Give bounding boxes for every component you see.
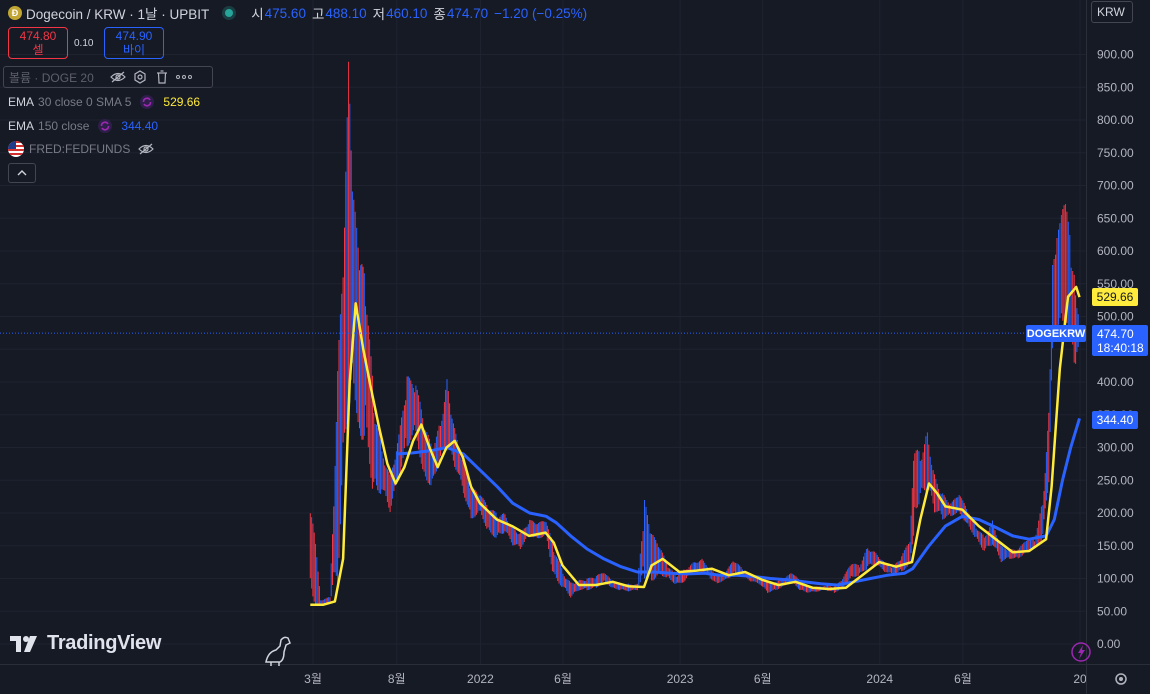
currency-value: KRW: [1097, 5, 1125, 19]
ema150-params: 150 close: [38, 119, 90, 133]
symbol-title[interactable]: Dogecoin / KRW · 1날 · UPBIT: [26, 7, 210, 22]
dogecoin-icon: Ð: [8, 6, 22, 20]
x-tick-label: 6월: [554, 672, 572, 686]
sell-button[interactable]: 474.80 셀: [8, 27, 68, 59]
sell-label: 셀: [32, 43, 44, 57]
svg-text:474.70: 474.70: [1097, 327, 1134, 341]
ema150-value: 344.40: [121, 119, 159, 133]
y-tick-label: 0.00: [1097, 637, 1121, 651]
buy-price: 474.90: [115, 29, 153, 43]
currency-selector[interactable]: KRW: [1091, 1, 1133, 23]
settings-gear-icon[interactable]: [1115, 673, 1127, 685]
ema30-name: EMA: [8, 95, 35, 109]
spread-value: 0.10: [74, 38, 94, 49]
x-tick-label: 2024: [866, 672, 893, 686]
close-value: 474.70: [446, 5, 489, 21]
y-tick-label: 400.00: [1097, 375, 1134, 389]
chevron-up-icon: [17, 170, 27, 176]
symbol-header: Ð Dogecoin / KRW · 1날 · UPBIT 시 475.60 고…: [8, 3, 593, 23]
y-tick-label: 850.00: [1097, 80, 1134, 94]
ema30-line: [310, 285, 1081, 606]
ema30-params: 30 close 0 SMA 5: [38, 95, 132, 109]
x-axis: 3월 8월 2022 6월 2023 6월 2024 6월 20: [304, 672, 1087, 686]
high-value: 488.10: [325, 5, 367, 21]
y-tick-label: 550.00: [1097, 277, 1134, 291]
y-tick-label: 500.00: [1097, 310, 1134, 324]
y-tick-label: 750.00: [1097, 146, 1134, 160]
eye-hidden-icon[interactable]: [107, 68, 129, 86]
x-tick-label: 3월: [304, 672, 322, 686]
fred-legend[interactable]: FRED:FEDFUNDS: [8, 140, 155, 158]
buy-label: 바이: [122, 43, 146, 57]
y-tick-label: 900.00: [1097, 48, 1134, 62]
y-tick-label: 700.00: [1097, 179, 1134, 193]
low-label: 저: [372, 7, 386, 22]
open-value: 475.60: [264, 5, 306, 21]
collapse-legend-button[interactable]: [8, 163, 36, 183]
volume-indicator-row[interactable]: 볼륨 · DOGE 20: [3, 66, 213, 88]
y-tick-label: 50.00: [1097, 604, 1127, 618]
x-tick-label: 6월: [754, 672, 772, 686]
eye-hidden-icon[interactable]: [138, 143, 155, 155]
change-value: −1.20 (−0.25%): [494, 5, 588, 21]
us-flag-icon: [8, 141, 24, 157]
high-label: 고: [311, 7, 325, 22]
dino-icon: [265, 636, 291, 666]
svg-text:DOGEKRW: DOGEKRW: [1027, 328, 1086, 340]
fred-label: FRED:FEDFUNDS: [29, 142, 131, 156]
tradingview-logo[interactable]: TradingView: [10, 632, 161, 655]
open-label: 시: [251, 7, 264, 22]
more-icon[interactable]: [173, 68, 195, 86]
x-tick-label: 2022: [467, 672, 494, 686]
svg-text:344.40: 344.40: [1097, 413, 1134, 427]
x-tick-label: 20: [1073, 672, 1087, 686]
settings-icon[interactable]: [129, 68, 151, 86]
y-tick-label: 800.00: [1097, 113, 1134, 127]
market-status-dot: [225, 9, 234, 17]
x-tick-label: 8월: [388, 672, 406, 686]
y-tick-label: 300.00: [1097, 441, 1134, 455]
y-tick-label: 250.00: [1097, 473, 1134, 487]
delete-icon[interactable]: [151, 68, 173, 86]
y-tick-label: 650.00: [1097, 211, 1134, 225]
sell-price: 474.80: [19, 29, 57, 43]
ema30-value: 529.66: [163, 95, 201, 109]
x-tick-label: 6월: [954, 672, 972, 686]
ema30-legend[interactable]: EMA 30 close 0 SMA 5 529.66: [8, 93, 200, 111]
lightning-icon[interactable]: [1071, 642, 1091, 662]
y-tick-label: 150.00: [1097, 539, 1134, 553]
buy-button[interactable]: 474.90 바이: [104, 27, 164, 59]
low-value: 460.10: [386, 5, 428, 21]
ema150-price-label: 344.40: [1092, 411, 1138, 429]
last-price-label: 474.70 18:40:18: [1092, 325, 1148, 356]
ema150-name: EMA: [8, 119, 35, 133]
svg-text:529.66: 529.66: [1097, 290, 1134, 304]
tradingview-logo-icon: [10, 635, 37, 652]
ema150-legend[interactable]: EMA 150 close 344.40: [8, 117, 158, 135]
close-label: 종: [433, 7, 446, 22]
ema30-price-label: 529.66: [1092, 288, 1138, 306]
tradingview-logo-text: TradingView: [47, 632, 162, 654]
refresh-icon: [139, 94, 155, 110]
volume-indicator-label: 볼륨 · DOGE 20: [9, 70, 94, 85]
x-tick-label: 2023: [667, 672, 694, 686]
y-tick-label: 200.00: [1097, 506, 1134, 520]
svg-text:18:40:18: 18:40:18: [1097, 341, 1144, 355]
y-tick-label: 100.00: [1097, 572, 1134, 586]
refresh-icon: [97, 118, 113, 134]
y-tick-label: 600.00: [1097, 244, 1134, 258]
symbol-tag: DOGEKRW: [1026, 325, 1086, 342]
